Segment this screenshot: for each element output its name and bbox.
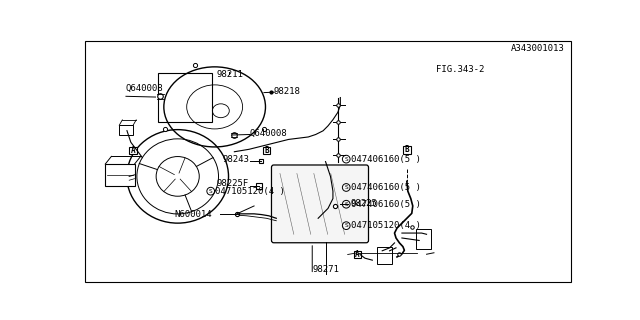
Text: S: S xyxy=(209,189,212,194)
Text: 047105120(4 ): 047105120(4 ) xyxy=(215,187,285,196)
Text: S: S xyxy=(344,223,348,228)
FancyBboxPatch shape xyxy=(376,247,392,264)
Bar xyxy=(129,147,137,154)
FancyBboxPatch shape xyxy=(105,164,134,186)
Bar xyxy=(158,73,212,122)
Text: FIG.343-2: FIG.343-2 xyxy=(436,65,484,74)
Text: N600014: N600014 xyxy=(175,210,212,219)
Text: S: S xyxy=(344,202,348,207)
Bar xyxy=(354,251,362,258)
Text: 98218: 98218 xyxy=(274,87,301,96)
FancyBboxPatch shape xyxy=(271,165,369,243)
Text: B: B xyxy=(264,146,269,155)
Text: A343001013: A343001013 xyxy=(511,44,564,53)
Text: A: A xyxy=(355,250,360,259)
Text: S: S xyxy=(344,185,348,190)
Text: 98225: 98225 xyxy=(350,199,377,208)
Bar xyxy=(403,146,411,154)
FancyBboxPatch shape xyxy=(416,228,431,249)
Text: A: A xyxy=(131,146,136,155)
Text: 047406160(5 ): 047406160(5 ) xyxy=(351,183,420,192)
Text: B: B xyxy=(404,145,409,154)
Text: Q640008: Q640008 xyxy=(126,84,164,93)
Bar xyxy=(262,147,270,154)
Text: 98225F: 98225F xyxy=(217,179,249,188)
Text: 98271: 98271 xyxy=(312,265,339,274)
Text: 98243: 98243 xyxy=(222,155,249,164)
Text: S: S xyxy=(344,156,348,162)
Text: 047105120(4 ): 047105120(4 ) xyxy=(351,221,420,230)
Bar xyxy=(119,125,133,134)
Text: 047406160(5 ): 047406160(5 ) xyxy=(351,200,420,209)
Text: Q640008: Q640008 xyxy=(249,129,287,138)
Text: 047406160(5 ): 047406160(5 ) xyxy=(351,155,420,164)
Text: 98211: 98211 xyxy=(216,70,243,79)
